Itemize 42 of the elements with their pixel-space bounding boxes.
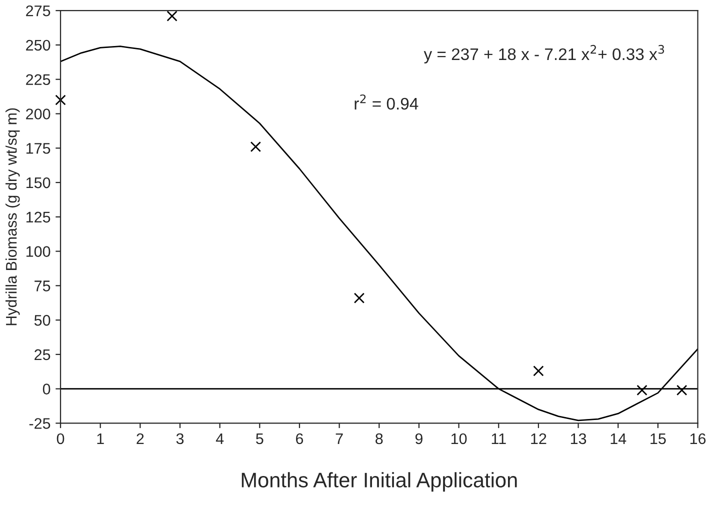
x-tick-label: 9 — [415, 433, 422, 444]
x-tick-label: 3 — [176, 433, 184, 444]
point — [636, 384, 648, 396]
x-tick-label: 2 — [136, 433, 144, 444]
y-axis-title: Hydrilla Biomass (g dry wt/sq m) — [6, 108, 20, 326]
annotation: y = 237 + 18 x - 7.21 x$^{2}$+ 0.33 x$^{3}$ — [424, 44, 664, 64]
y-tick-label: 50 — [34, 314, 50, 326]
x-tick-label: 7 — [336, 433, 343, 444]
x-tick-label: 10 — [451, 433, 467, 444]
annotation: r$^{2}$ = 0.94 — [354, 94, 418, 110]
line-series — [60, 46, 698, 422]
y-tick-label: 0 — [42, 384, 50, 394]
x-tick-label: 11 — [492, 433, 506, 444]
point — [676, 384, 688, 396]
y-tick-label: 200 — [26, 108, 50, 120]
x-tick-label: 15 — [650, 433, 666, 444]
y-tick-label: -25 — [29, 418, 50, 429]
point — [533, 366, 544, 376]
x-tick-label: 5 — [256, 433, 264, 444]
point — [250, 141, 262, 152]
x-tick-label: 6 — [296, 433, 304, 444]
x-tick-label: 16 — [690, 433, 706, 444]
x-tick-label: 12 — [531, 433, 546, 444]
y-tick-label: 75 — [34, 280, 50, 292]
y-tick-label: 175 — [26, 143, 50, 154]
x-axis-title: Months After Initial Application — [242, 472, 517, 492]
y-tick-label: 275 — [26, 5, 50, 16]
x-tick-label: 8 — [376, 433, 383, 444]
x-tick-label: 1 — [97, 433, 104, 444]
x-tick-label: 13 — [570, 433, 586, 444]
point — [55, 94, 66, 106]
y-tick-label: 125 — [26, 212, 50, 223]
x-tick-label: 4 — [216, 433, 224, 444]
y-tick-label: 250 — [26, 40, 50, 51]
y-tick-label: 25 — [34, 349, 50, 360]
x-tick-label: 14 — [610, 433, 626, 444]
y-tick-label: 100 — [26, 246, 50, 257]
x-tick-label: 0 — [56, 433, 64, 444]
y-tick-label: 225 — [26, 74, 50, 86]
point — [166, 10, 178, 22]
point — [354, 292, 365, 304]
y-tick-label: 150 — [26, 177, 50, 188]
